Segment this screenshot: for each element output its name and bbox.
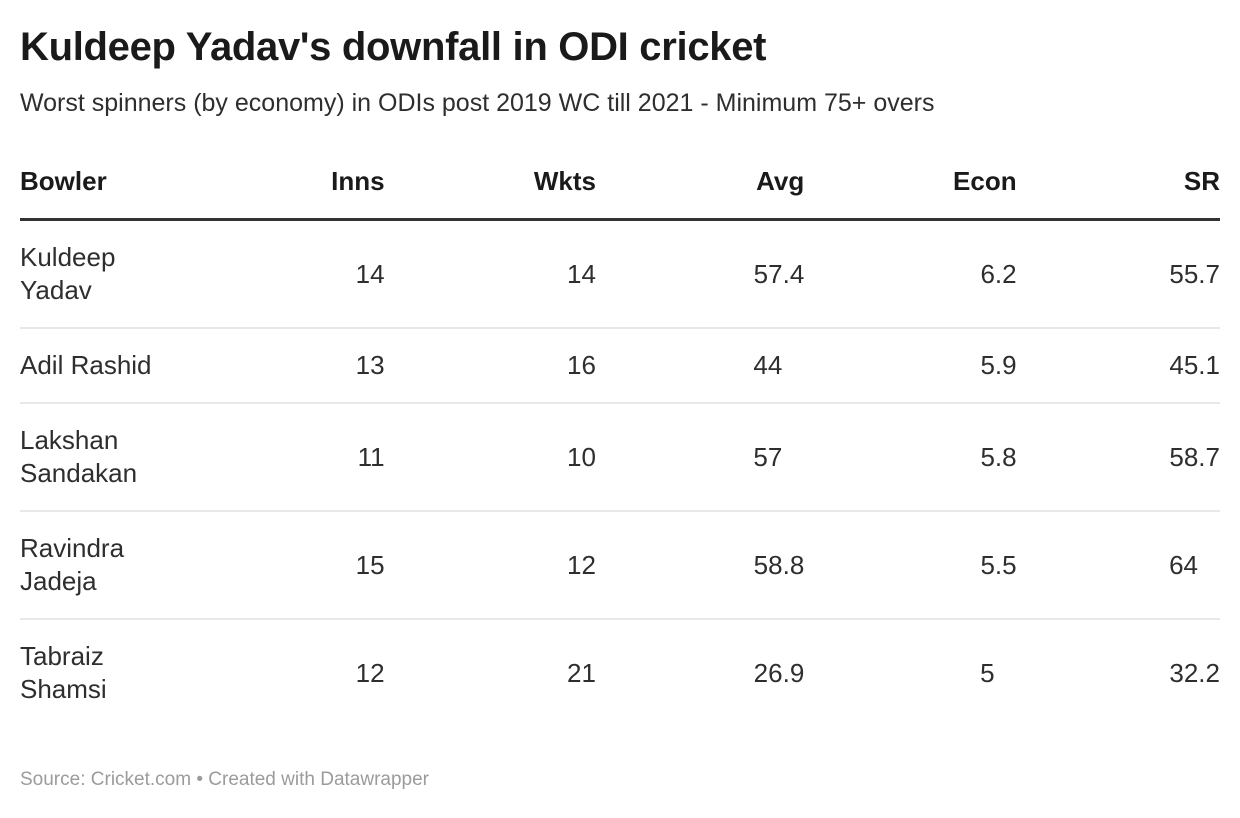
cell-avg: 26.9 — [595, 618, 805, 727]
cell-value: 57.4 — [753, 258, 805, 289]
cell-value: 12 — [355, 657, 385, 688]
table-row: Tabraiz Shamsi 12 21 26.9 5 32.2 — [20, 618, 1220, 727]
table-row: Adil Rashid 13 16 44 5.9 45.1 — [20, 327, 1220, 404]
cell-avg: 57 — [595, 402, 805, 512]
cell-inns: 14 — [220, 220, 385, 329]
cell-sr: 45.1 — [1016, 327, 1220, 404]
cell-value: 5.5 — [980, 549, 1017, 580]
cell-value: 5 — [980, 657, 995, 688]
cell-value: Tabraiz Shamsi — [20, 641, 107, 705]
table-row: Ravindra Jadeja 15 12 58.8 5.5 64 — [20, 510, 1220, 620]
footer-separator: • — [196, 769, 203, 791]
cell-inns: 15 — [220, 510, 385, 620]
cell-value: 14 — [567, 258, 596, 289]
cell-econ: 5.8 — [804, 402, 1017, 512]
cell-inns: 12 — [220, 618, 385, 727]
source-label: Source: — [20, 769, 86, 791]
cell-bowler: Lakshan Sandakan — [20, 402, 221, 512]
cell-value: 6.2 — [980, 258, 1017, 289]
cell-econ: 6.2 — [804, 220, 1016, 329]
stats-table: Bowler Inns Wkts Avg Econ SR Kuldeep Yadav 14 1… — [20, 165, 1220, 727]
cell-value: Ravindra Jadeja — [20, 533, 125, 597]
cell-value: 32.2 — [1169, 657, 1220, 688]
column-header-econ: Econ — [804, 165, 1017, 222]
cell-bowler: Ravindra Jadeja — [20, 510, 221, 620]
cell-avg: 44 — [595, 327, 805, 404]
cell-value: 64 — [1169, 549, 1198, 580]
column-header-sr: SR — [1016, 165, 1220, 222]
column-header-bowler: Bowler — [20, 165, 221, 222]
cell-value: 55.7 — [1169, 258, 1220, 289]
table-body: Kuldeep Yadav 14 14 57.4 6.2 55.7 Adil Rashid 1… — [20, 220, 1220, 727]
cell-value: 13 — [355, 350, 385, 381]
cell-value: 5.8 — [980, 441, 1017, 472]
cell-inns: 11 — [220, 402, 385, 512]
cell-value: 26.9 — [753, 657, 805, 688]
source-name: Cricket.com — [90, 769, 192, 791]
chart-subtitle: Worst spinners (by economy) in ODIs post… — [20, 89, 935, 117]
cell-econ: 5 — [804, 618, 1017, 727]
cell-bowler: Tabraiz Shamsi — [20, 618, 221, 727]
cell-value: 57 — [753, 441, 783, 472]
cell-value: 12 — [567, 549, 596, 580]
cell-value: 14 — [355, 258, 385, 289]
cell-value: Lakshan Sandakan — [20, 425, 138, 489]
column-header-wkts: Wkts — [384, 165, 596, 222]
cell-value: Adil Rashid — [20, 350, 152, 381]
cell-value: 44 — [753, 350, 783, 381]
column-header-inns: Inns — [220, 165, 385, 222]
cell-wkts: 21 — [384, 618, 596, 727]
cell-value: 21 — [567, 657, 596, 688]
cell-value: 11 — [357, 441, 385, 472]
cell-inns: 13 — [220, 327, 385, 404]
cell-econ: 5.5 — [804, 510, 1017, 620]
chart-footer: Source: Cricket.com • Created with Dataw… — [20, 768, 1220, 793]
cell-wkts: 10 — [384, 402, 596, 512]
cell-value: 16 — [567, 350, 596, 381]
cell-value: Kuldeep Yadav — [20, 242, 116, 306]
cell-econ: 5.9 — [804, 327, 1017, 404]
cell-sr: 32.2 — [1016, 618, 1220, 727]
table-header-row: Bowler Inns Wkts Avg Econ SR — [20, 165, 1220, 222]
cell-wkts: 16 — [384, 327, 596, 404]
cell-bowler: Adil Rashid — [20, 327, 221, 404]
cell-wkts: 14 — [385, 220, 596, 329]
cell-sr: 64 — [1016, 510, 1220, 620]
cell-value: 58.8 — [753, 549, 805, 580]
cell-wkts: 12 — [384, 510, 596, 620]
attribution: Created with Datawrapper — [208, 769, 429, 791]
chart-title: Kuldeep Yadav's downfall in ODI cricket — [20, 25, 767, 69]
cell-value: 45.1 — [1169, 350, 1220, 381]
cell-sr: 55.7 — [1017, 220, 1220, 329]
cell-value: 10 — [567, 441, 596, 472]
cell-bowler: Kuldeep Yadav — [20, 220, 220, 329]
cell-avg: 57.4 — [596, 220, 805, 329]
cell-sr: 58.7 — [1016, 402, 1220, 512]
cell-value: 58.7 — [1169, 441, 1220, 472]
cell-value: 15 — [355, 549, 385, 580]
table-row: Lakshan Sandakan 11 10 57 5.8 58.7 — [20, 402, 1220, 512]
table-row: Kuldeep Yadav 14 14 57.4 6.2 55.7 — [20, 220, 1220, 329]
column-header-avg: Avg — [595, 165, 805, 222]
cell-value: 5.9 — [980, 350, 1017, 381]
cell-avg: 58.8 — [595, 510, 805, 620]
